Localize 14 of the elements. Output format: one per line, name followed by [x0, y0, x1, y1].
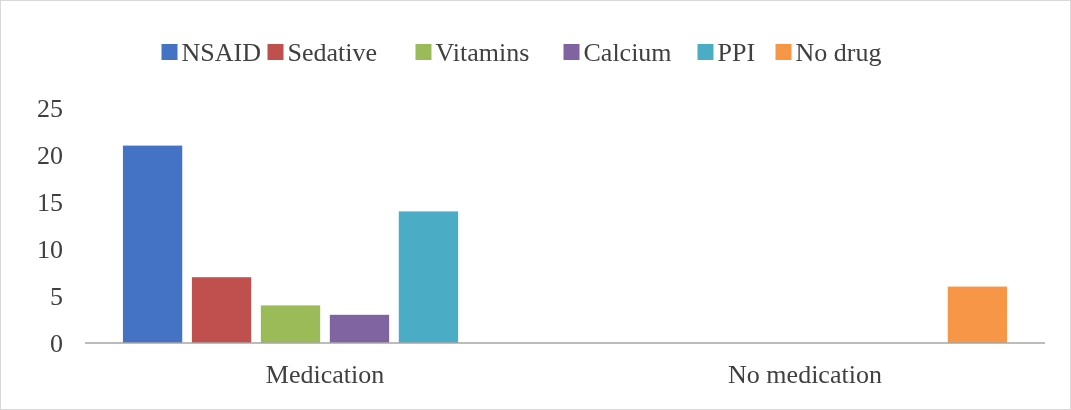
legend-label: Sedative [287, 38, 378, 68]
y-tick-label: 15 [37, 188, 63, 218]
y-tick-label: 0 [50, 329, 63, 359]
x-tick-label: No medication [728, 360, 882, 389]
x-tick-label: Medication [265, 360, 385, 389]
y-tick-label: 10 [37, 235, 63, 265]
legend-label: PPI [717, 38, 756, 68]
legend-label: No drug [795, 38, 882, 68]
y-tick-label: 5 [50, 282, 63, 312]
legend-label: NSAID [181, 38, 261, 68]
legend-label: Calcium [583, 38, 672, 68]
legend-label: Vitamins [435, 38, 530, 68]
y-tick-label: 20 [37, 141, 63, 171]
y-tick-label: 25 [37, 94, 63, 124]
